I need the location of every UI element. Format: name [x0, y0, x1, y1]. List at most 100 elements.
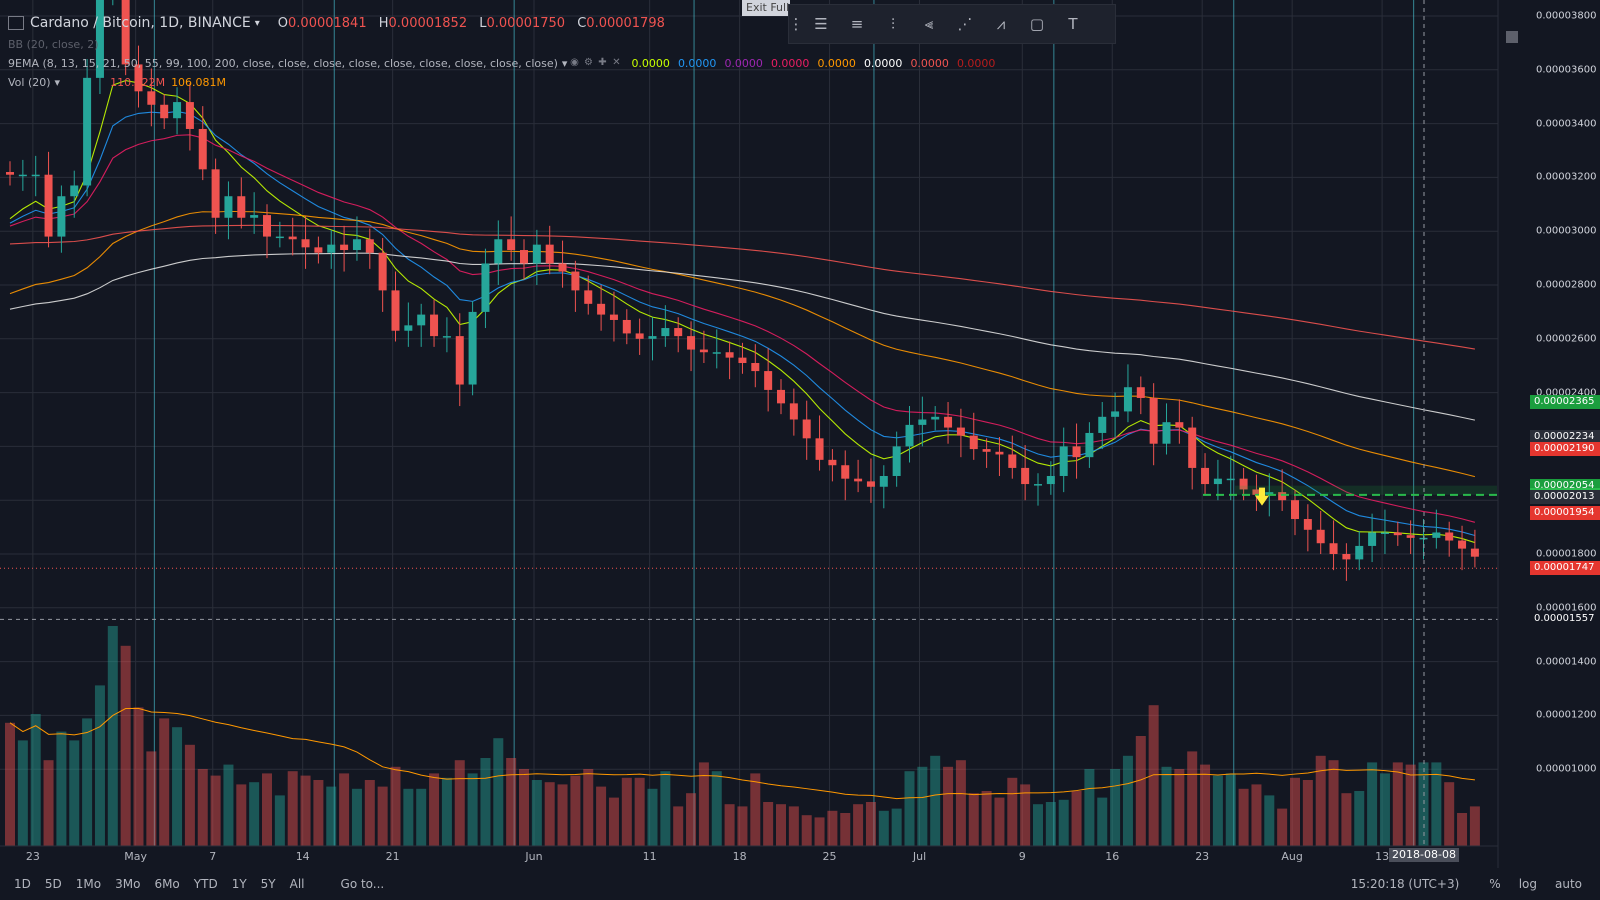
abcd-pattern-icon[interactable]: ⩘ — [996, 15, 1006, 33]
volume-bar — [1122, 755, 1133, 846]
range-3mo[interactable]: 3Mo — [115, 877, 141, 891]
volume-bar — [1290, 777, 1300, 846]
candle-body — [674, 328, 683, 337]
candle-body — [982, 449, 991, 452]
chevron-down-icon[interactable]: ▾ — [561, 56, 568, 70]
price-tag: 0.00002013 — [1530, 489, 1600, 504]
time-tick-label: May — [124, 850, 148, 863]
price-tick-label: 0.00003000 — [1536, 225, 1597, 237]
volume-bar — [184, 744, 195, 846]
volume-bar — [1367, 762, 1378, 846]
range-1d[interactable]: 1D — [14, 877, 31, 891]
candle-body — [1458, 540, 1467, 549]
range-all[interactable]: All — [289, 877, 305, 891]
candle-body — [725, 352, 734, 358]
candle-body — [1380, 532, 1389, 534]
time-tick-label: 14 — [295, 850, 310, 863]
volume-bar — [1431, 762, 1442, 846]
close-value: 0.00001798 — [586, 15, 665, 31]
candle-body — [597, 303, 606, 315]
bottom-toolbar: 1D 5D 1Mo 3Mo 6Mo YTD 1Y 5Y All Go to... — [0, 868, 1600, 900]
indicator-ema[interactable]: 9EMA (8, 13, 15, 21, 50, 55, 99, 100, 20… — [8, 55, 995, 71]
parallel-channel-icon[interactable]: ≡ — [850, 15, 864, 33]
volume-bar — [236, 784, 247, 846]
range-1y[interactable]: 1Y — [231, 877, 247, 891]
elliott-wave-icon[interactable]: ⋰ — [957, 15, 973, 33]
candle-body — [1034, 484, 1042, 486]
volume-bar — [1020, 784, 1031, 846]
percent-toggle[interactable]: % — [1489, 877, 1501, 891]
volume-bar — [262, 773, 272, 846]
range-5y[interactable]: 5Y — [260, 877, 276, 891]
volume-bar — [403, 788, 414, 846]
volume-bar — [570, 775, 581, 846]
time-tick-label: 18 — [732, 850, 747, 863]
horizontal-lines-icon[interactable]: ☰ — [814, 15, 828, 33]
time-tick-label: 7 — [209, 850, 217, 863]
close-icon[interactable]: ✕ — [612, 57, 621, 68]
high-value: 0.00001852 — [388, 15, 468, 31]
range-5d[interactable]: 5D — [44, 877, 62, 891]
rectangle-icon[interactable]: ▢ — [1029, 15, 1045, 33]
menu-icon[interactable] — [8, 16, 24, 30]
vol-value-2: 106.081M — [171, 75, 227, 89]
time-tick-label: 25 — [822, 850, 837, 863]
candle-body — [777, 389, 785, 404]
candle-body — [1188, 427, 1197, 468]
candlesticks — [6, 0, 1479, 581]
candle-body — [1021, 467, 1030, 485]
auto-toggle[interactable]: auto — [1554, 877, 1582, 891]
symbol-title[interactable]: Cardano / Bitcoin, 1D, BINANCE — [30, 15, 251, 31]
volume-bar — [17, 740, 28, 846]
range-6mo[interactable]: 6Mo — [154, 877, 180, 891]
candle-body — [969, 435, 978, 450]
volume-bar — [968, 793, 979, 846]
volume-bar — [878, 810, 889, 846]
time-tick-label: 9 — [1018, 850, 1026, 863]
ema-value: 0.0000 — [956, 56, 996, 70]
more-icon[interactable]: ✚ — [598, 57, 607, 68]
goto-button[interactable]: Go to... — [340, 877, 385, 891]
eye-icon[interactable]: ◉ — [570, 57, 579, 68]
lock-icon[interactable] — [1506, 31, 1518, 43]
volume-bar — [660, 771, 671, 846]
drag-handle-icon[interactable]: ⋮ — [788, 15, 804, 33]
indicator-bb[interactable]: BB (20, close, 2) — [8, 36, 99, 52]
volume-bar — [69, 740, 80, 846]
volume-bar — [698, 762, 709, 846]
candle-body — [532, 244, 541, 264]
candle-body — [340, 244, 349, 251]
candle-body — [789, 403, 798, 420]
price-tick-label: 0.00002800 — [1536, 279, 1597, 291]
candle-body — [751, 363, 760, 372]
fib-retracement-icon[interactable]: ⫶ — [891, 15, 895, 33]
time-tick-label: 21 — [385, 850, 400, 863]
volume-bar — [763, 802, 774, 846]
volume-bar — [686, 793, 697, 846]
volume-bar — [1251, 784, 1262, 846]
candle-body — [147, 91, 156, 105]
volume-ma-line — [9, 707, 1475, 800]
chevron-down-icon[interactable]: ▾ — [54, 75, 61, 89]
chevron-down-icon[interactable]: ▾ — [254, 17, 260, 29]
price-tick-label: 0.00003800 — [1536, 10, 1597, 22]
volume-bar — [711, 771, 722, 846]
volume-bar — [1200, 764, 1211, 846]
volume-bar — [981, 791, 992, 846]
candle-body — [455, 336, 464, 385]
settings-icon[interactable]: ⚙ — [583, 57, 593, 68]
candle-body — [520, 250, 528, 264]
text-icon[interactable]: T — [1068, 15, 1078, 33]
log-toggle[interactable]: log — [1518, 877, 1537, 891]
range-ytd[interactable]: YTD — [193, 877, 218, 891]
exit-fullscreen-button[interactable]: Exit Full — [742, 0, 790, 16]
price-tag: 0.00002190 — [1530, 442, 1600, 457]
fib-extension-icon[interactable]: ⫷ — [924, 15, 934, 33]
candle-body — [6, 172, 14, 175]
range-1mo[interactable]: 1Mo — [75, 877, 102, 891]
candle-body — [1291, 500, 1299, 520]
indicator-vol[interactable]: Vol (20) ▾ 110.222M 106.081M — [8, 74, 226, 90]
candle-body — [404, 325, 413, 331]
